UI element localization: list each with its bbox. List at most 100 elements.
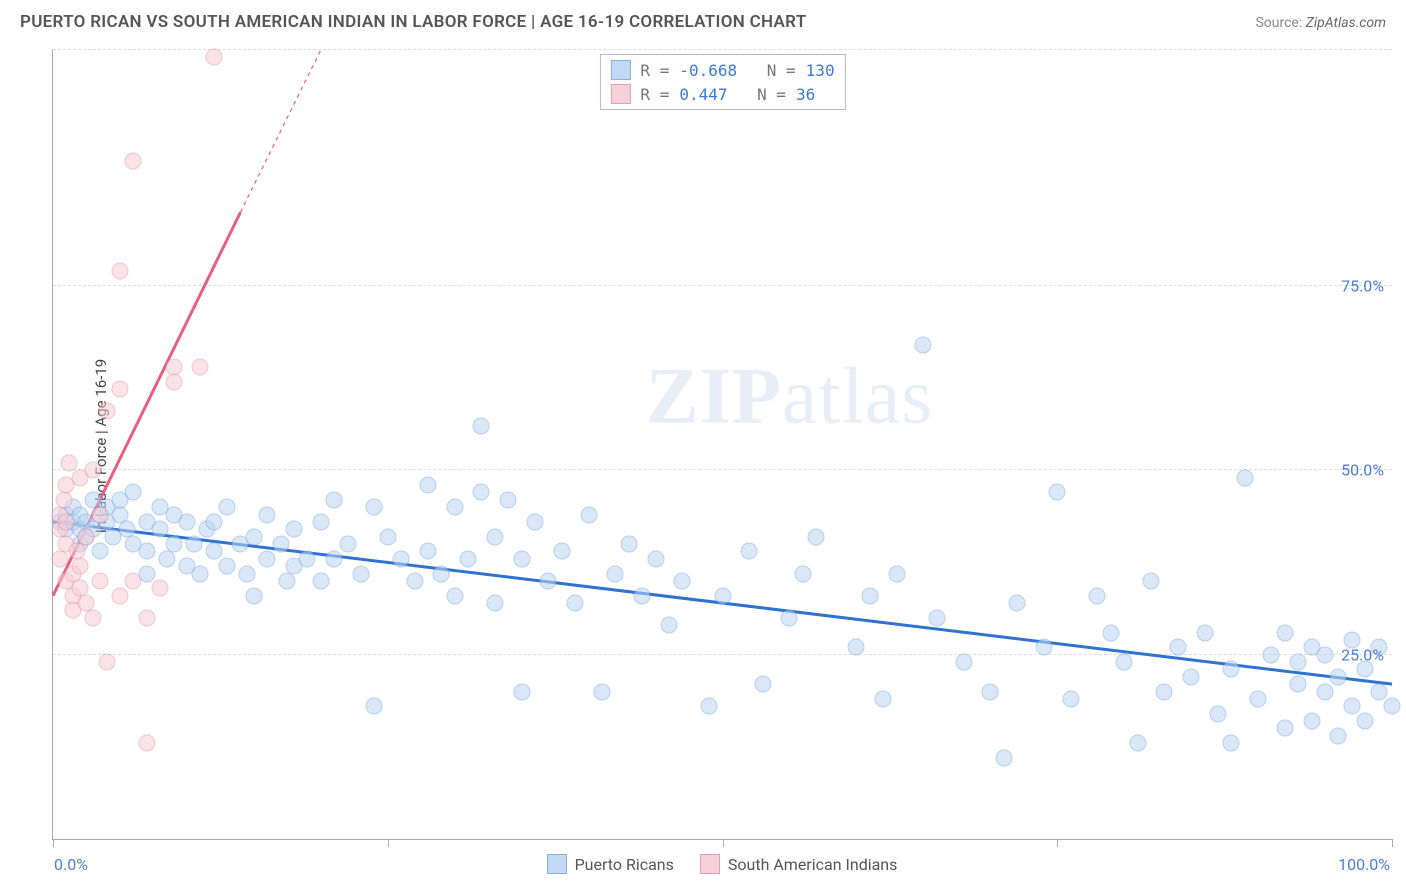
- scatter-point: [473, 418, 490, 435]
- scatter-point: [326, 550, 343, 567]
- scatter-point: [647, 550, 664, 567]
- scatter-point: [393, 550, 410, 567]
- legend-bottom: 0.0% Puerto Ricans South American Indian…: [52, 854, 1392, 874]
- source-value: ZipAtlas.com: [1306, 15, 1386, 31]
- scatter-point: [58, 513, 75, 530]
- scatter-point: [205, 513, 222, 530]
- scatter-point: [71, 558, 88, 575]
- scatter-point: [279, 572, 296, 589]
- scatter-point: [152, 521, 169, 538]
- scatter-point: [1223, 735, 1240, 752]
- scatter-point: [366, 499, 383, 516]
- x-tick: [1057, 839, 1058, 847]
- scatter-point: [1290, 654, 1307, 671]
- scatter-point: [1129, 735, 1146, 752]
- scatter-point: [185, 536, 202, 553]
- legend-r-value-s2: 0.447: [679, 85, 727, 104]
- scatter-point: [192, 565, 209, 582]
- scatter-point: [1263, 646, 1280, 663]
- scatter-point: [593, 683, 610, 700]
- scatter-point: [460, 550, 477, 567]
- scatter-point: [674, 572, 691, 589]
- x-tick: [388, 839, 389, 847]
- source-prefix: Source:: [1255, 15, 1305, 31]
- scatter-point: [259, 506, 276, 523]
- scatter-point: [995, 749, 1012, 766]
- legend-swatch-series1: [610, 60, 630, 80]
- scatter-point: [312, 572, 329, 589]
- y-tick-label: 25.0%: [1341, 645, 1384, 664]
- scatter-point: [111, 263, 128, 280]
- scatter-point: [245, 528, 262, 545]
- scatter-point: [1290, 676, 1307, 693]
- scatter-point: [1209, 705, 1226, 722]
- scatter-point: [91, 572, 108, 589]
- scatter-point: [419, 477, 436, 494]
- scatter-point: [1330, 668, 1347, 685]
- scatter-point: [111, 381, 128, 398]
- scatter-point: [219, 558, 236, 575]
- scatter-point: [660, 617, 677, 634]
- scatter-point: [1223, 661, 1240, 678]
- scatter-point: [55, 491, 72, 508]
- scatter-point: [1062, 690, 1079, 707]
- scatter-point: [781, 609, 798, 626]
- scatter-point: [1102, 624, 1119, 641]
- scatter-point: [888, 565, 905, 582]
- scatter-point: [446, 499, 463, 516]
- scatter-point: [245, 587, 262, 604]
- scatter-point: [1370, 683, 1387, 700]
- scatter-point: [500, 491, 517, 508]
- scatter-point: [741, 543, 758, 560]
- x-tick: [53, 839, 54, 847]
- scatter-point: [406, 572, 423, 589]
- scatter-point: [1357, 713, 1374, 730]
- scatter-point: [848, 639, 865, 656]
- scatter-point: [1049, 484, 1066, 501]
- x-tick: [723, 839, 724, 847]
- scatter-point: [138, 543, 155, 560]
- scatter-point: [125, 152, 142, 169]
- scatter-point: [527, 513, 544, 530]
- scatter-point: [540, 572, 557, 589]
- scatter-point: [928, 609, 945, 626]
- scatter-point: [1169, 639, 1186, 656]
- scatter-point: [205, 543, 222, 560]
- scatter-point: [808, 528, 825, 545]
- scatter-point: [486, 595, 503, 612]
- x-axis-max-label: 100.0%: [1338, 855, 1390, 874]
- scatter-point: [1183, 668, 1200, 685]
- legend-row-series2: R = 0.447 N = 36: [610, 82, 834, 106]
- scatter-point: [1276, 720, 1293, 737]
- scatter-point: [473, 484, 490, 501]
- y-tick-label: 50.0%: [1341, 461, 1384, 480]
- scatter-point: [794, 565, 811, 582]
- scatter-point: [165, 536, 182, 553]
- scatter-point: [1330, 727, 1347, 744]
- scatter-point: [1196, 624, 1213, 641]
- legend-n-prefix: N =: [767, 61, 796, 80]
- scatter-point: [326, 491, 343, 508]
- scatter-point: [85, 462, 102, 479]
- scatter-point: [51, 550, 68, 567]
- scatter-point: [239, 565, 256, 582]
- legend-item-series1: Puerto Ricans: [547, 854, 674, 874]
- scatter-point: [178, 513, 195, 530]
- scatter-point: [111, 587, 128, 604]
- scatter-point: [1303, 713, 1320, 730]
- y-tick-label: 75.0%: [1341, 276, 1384, 295]
- scatter-point: [1156, 683, 1173, 700]
- scatter-point: [861, 587, 878, 604]
- scatter-point: [219, 499, 236, 516]
- scatter-point: [1116, 654, 1133, 671]
- scatter-point: [446, 587, 463, 604]
- scatter-point: [1276, 624, 1293, 641]
- scatter-point: [634, 587, 651, 604]
- legend-item-series2: South American Indians: [700, 854, 898, 874]
- scatter-point: [379, 528, 396, 545]
- legend-correlation: R = -0.668 N = 130 R = 0.447 N = 36: [599, 54, 845, 110]
- scatter-point: [1142, 572, 1159, 589]
- scatter-point: [205, 49, 222, 66]
- scatter-point: [78, 528, 95, 545]
- scatter-point: [1317, 683, 1334, 700]
